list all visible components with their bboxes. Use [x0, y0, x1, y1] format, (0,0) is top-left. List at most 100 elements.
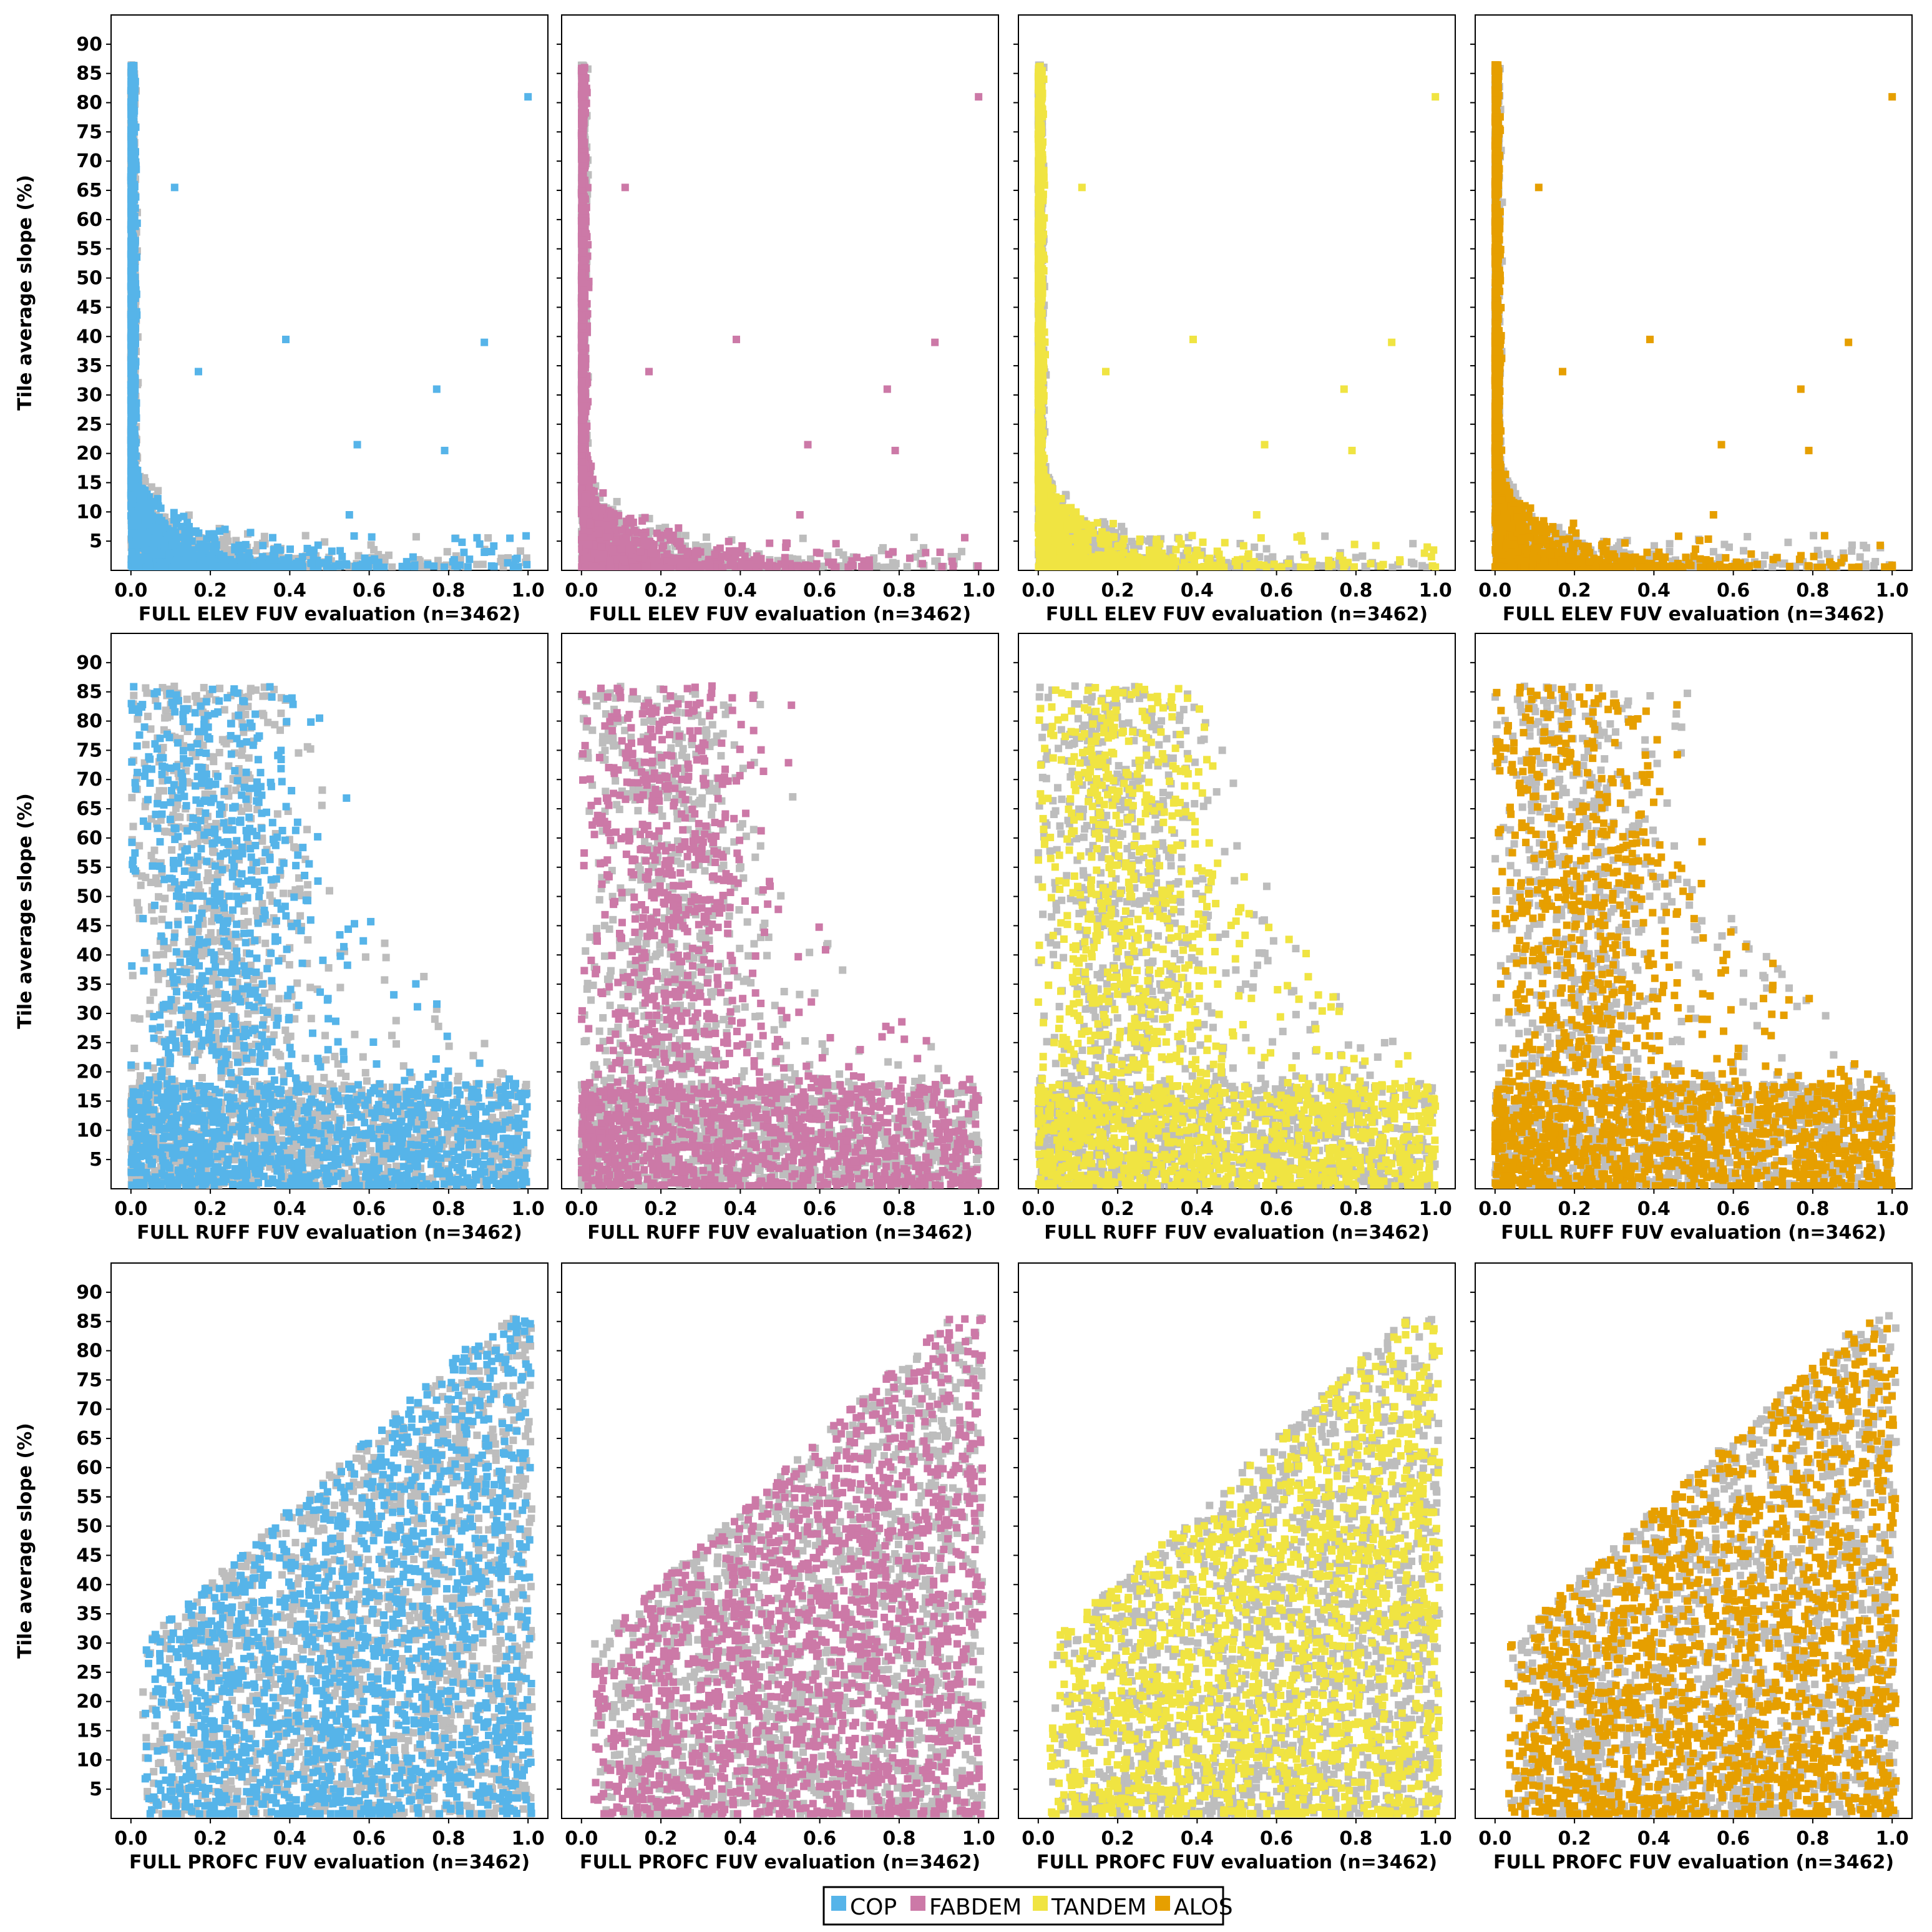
point-cop [314, 564, 322, 570]
point-cop [208, 534, 217, 542]
y-tick-label: 65 [76, 180, 102, 202]
point-cop [208, 552, 216, 560]
point-cop [145, 562, 154, 570]
point-cop [127, 242, 135, 250]
point-cop [303, 545, 311, 553]
point-cop [132, 163, 140, 171]
point-other [516, 547, 524, 555]
point-cop [149, 512, 157, 520]
point-other [252, 547, 260, 555]
point-other [354, 552, 363, 560]
point-cop [130, 66, 138, 74]
point-cop [253, 564, 261, 570]
point-cop [522, 532, 530, 540]
point-other [443, 548, 451, 556]
point-cop [243, 562, 251, 570]
point-cop [128, 444, 136, 452]
point-cop [137, 554, 145, 562]
point-cop [280, 563, 288, 570]
point-cop [127, 105, 135, 113]
point-cop [270, 545, 278, 554]
point-cop [128, 225, 136, 233]
point-cop [430, 562, 438, 570]
point-cop [514, 563, 522, 570]
point-cop [128, 305, 136, 313]
point-cop [242, 540, 250, 549]
point-cop [524, 93, 532, 101]
point-other [479, 560, 487, 568]
point-cop [282, 335, 290, 343]
point-cop [189, 563, 197, 570]
y-tick-label: 45 [76, 296, 102, 318]
point-cop [135, 511, 144, 519]
point-cop [216, 527, 224, 535]
point-other [301, 532, 310, 540]
point-cop [128, 439, 136, 447]
point-cop [441, 446, 449, 454]
point-cop [357, 561, 365, 569]
point-cop [127, 419, 135, 427]
point-cop [258, 553, 266, 561]
point-cop [363, 560, 371, 568]
point-other [367, 541, 375, 549]
point-cop [150, 497, 158, 505]
point-cop [280, 556, 288, 564]
point-cop [409, 553, 417, 561]
point-cop [298, 553, 306, 561]
point-cop [180, 512, 188, 520]
y-tick-label: 75 [76, 121, 102, 143]
point-cop [128, 234, 136, 242]
x-tick-label: 0.0 [114, 580, 147, 602]
point-cop [481, 338, 489, 346]
point-cop [350, 532, 358, 540]
point-cop [185, 524, 193, 532]
point-cop [378, 564, 386, 570]
point-cop [127, 372, 135, 380]
point-cop [127, 311, 135, 320]
point-cop [170, 183, 178, 192]
point-other [473, 560, 481, 568]
x-tick-label: 0.6 [353, 580, 386, 602]
point-cop [261, 563, 270, 570]
point-cop [128, 280, 136, 288]
point-cop [275, 564, 283, 570]
point-cop [160, 536, 168, 544]
point-cop [368, 556, 376, 564]
point-cop [136, 496, 144, 504]
x-tick-label: 0.8 [432, 580, 465, 602]
point-cop [351, 563, 359, 570]
point-cop [172, 535, 180, 544]
y-tick-label: 40 [76, 326, 102, 348]
point-cop [128, 129, 136, 137]
point-cop [128, 89, 136, 97]
point-cop [139, 524, 147, 532]
point-other [388, 563, 396, 570]
point-cop [128, 366, 136, 374]
point-cop [128, 389, 136, 398]
point-cop [246, 529, 255, 537]
y-tick-label: 80 [76, 92, 102, 114]
point-cop [199, 542, 207, 550]
y-tick-label: 5 [89, 530, 102, 552]
x-axis-title: FULL ELEV FUV evaluation (n=3462) [139, 603, 520, 625]
point-other [141, 477, 149, 485]
point-cop [259, 542, 267, 550]
point-other [799, 534, 807, 542]
point-cop [127, 406, 135, 414]
point-cop [451, 534, 459, 542]
point-cop [140, 545, 149, 553]
point-cop [127, 183, 135, 192]
point-cop [286, 545, 294, 554]
point-other [681, 532, 690, 540]
point-cop [127, 343, 135, 351]
point-cop [156, 559, 164, 567]
point-cop [128, 321, 136, 329]
point-cop [490, 562, 498, 570]
point-other [260, 532, 268, 540]
point-other [910, 534, 918, 542]
point-cop [129, 144, 137, 152]
point-cop [128, 468, 136, 476]
point-cop [269, 563, 277, 570]
y-tick-label: 55 [76, 238, 102, 260]
